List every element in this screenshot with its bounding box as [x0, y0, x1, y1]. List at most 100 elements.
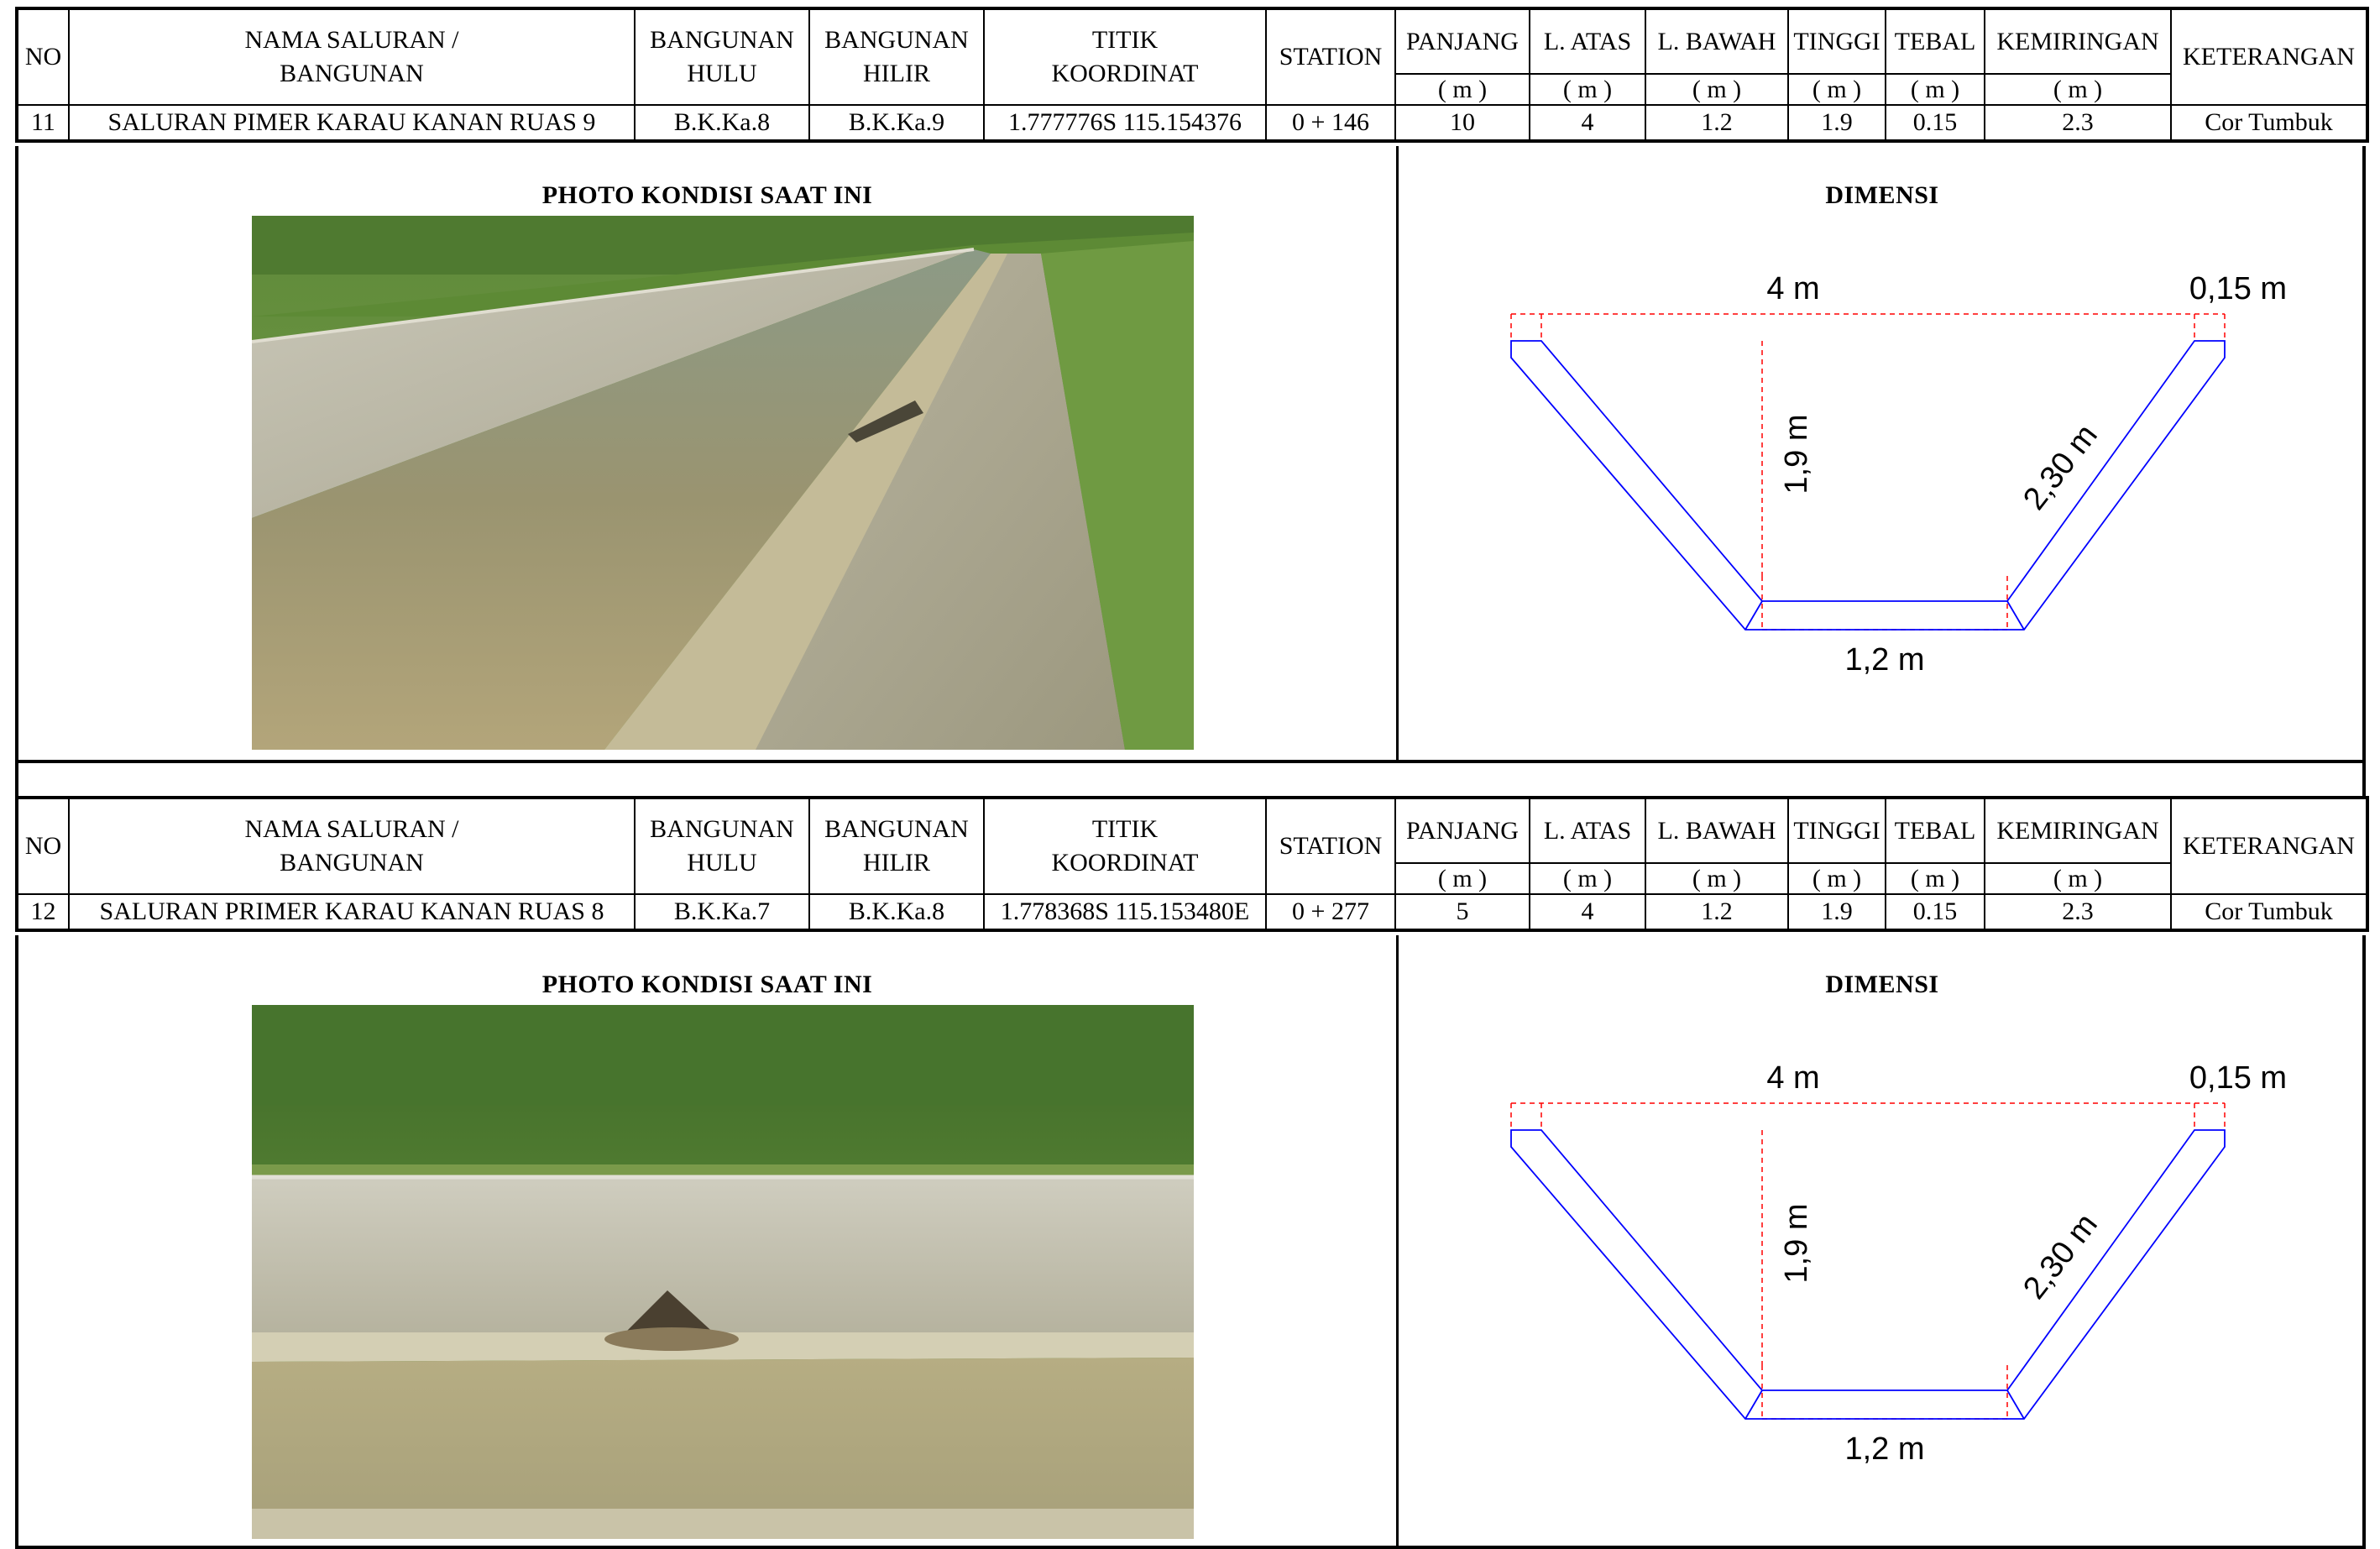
col-hulu-line1: BANGUNAN: [650, 815, 794, 843]
col-titik-line2: KOORDINAT: [1051, 849, 1199, 877]
photo-title: PHOTO KONDISI SAAT INI: [541, 971, 873, 998]
dim-height: 1,9 m: [1779, 1203, 1814, 1283]
table-row: 11 SALURAN PIMER KARAU KANAN RUAS 9 B.K.…: [16, 104, 2368, 142]
entry-header-table: NO NAMA SALURAN / BANGUNAN BANGUNAN HULU B…: [15, 796, 2369, 932]
dim-bottom-width: 1,2 m: [1844, 1431, 1924, 1467]
unit-label: ( m ): [1394, 73, 1530, 106]
col-station-header: STATION: [1265, 797, 1396, 895]
col-hilir-line2: HILIR: [863, 60, 930, 87]
col-titik-line1: TITIK: [1091, 815, 1159, 843]
col-kemiringan-header: KEMIRINGAN: [1984, 7, 2172, 76]
dimension-lines: [1510, 313, 2226, 631]
col-station-header: STATION: [1265, 8, 1396, 106]
cell-tinggi: 1.9: [1787, 893, 1886, 931]
channel-photo: [252, 1005, 1194, 1539]
cell-koordinat: 1.777776S 115.154376: [983, 104, 1267, 142]
cell-no: 11: [16, 104, 70, 142]
col-nama-header: NAMA SALURAN / BANGUNAN: [68, 797, 636, 895]
col-tinggi-header: TINGGI: [1787, 7, 1886, 76]
unit-label: ( m ): [1394, 862, 1530, 895]
column-divider: [1396, 935, 1399, 1546]
unit-label: ( m ): [1885, 862, 1985, 895]
unit-label: ( m ): [1529, 862, 1646, 895]
col-latas-header: L. ATAS: [1529, 796, 1646, 865]
unit-label: ( m ): [1787, 73, 1886, 106]
unit-label: ( m ): [1984, 73, 2172, 106]
cell-keterangan: Cor Tumbuk: [2170, 104, 2368, 142]
col-hilir-header: BANGUNAN HILIR: [808, 8, 985, 106]
col-nama-line1: NAMA SALURAN /: [244, 815, 459, 843]
col-nama-line2: BANGUNAN: [280, 849, 424, 877]
col-titik-line2: KOORDINAT: [1051, 60, 1199, 87]
col-titik-header: TITIK KOORDINAT: [983, 8, 1267, 106]
entry-header-table: NO NAMA SALURAN / BANGUNAN BANGUNAN HULU B…: [15, 7, 2369, 143]
col-hilir-header: BANGUNAN HILIR: [808, 797, 985, 895]
cell-tebal: 0.15: [1885, 893, 1985, 931]
col-tinggi-header: TINGGI: [1787, 796, 1886, 865]
cell-hilir: B.K.Ka.8: [808, 893, 985, 931]
channel-photo-image: [252, 216, 1194, 750]
col-hulu-header: BANGUNAN HULU: [634, 8, 810, 106]
col-keterangan-header: KETERANGAN: [2170, 8, 2368, 106]
col-no-header: NO: [16, 797, 70, 895]
dim-height: 1,9 m: [1779, 414, 1814, 494]
col-hilir-line1: BANGUNAN: [824, 26, 969, 54]
channel-outline: [1510, 340, 2226, 631]
dim-bottom-width: 1,2 m: [1844, 642, 1924, 678]
table-row: 12 SALURAN PRIMER KARAU KANAN RUAS 8 B.K…: [16, 893, 2368, 931]
channel-photo-image: [252, 1005, 1194, 1539]
channel-outline: [1510, 1129, 2226, 1420]
dim-top-width: 4 m: [1766, 1060, 1819, 1096]
dim-thickness: 0,15 m: [2189, 271, 2287, 306]
col-titik-header: TITIK KOORDINAT: [983, 797, 1267, 895]
col-latas-header: L. ATAS: [1529, 7, 1646, 76]
col-lbawah-header: L. BAWAH: [1645, 796, 1789, 865]
channel-cross-section-diagram: 4 m 0,15 m 1,9 m 2,30 m 1,2 m: [1510, 1060, 2287, 1467]
col-nama-line1: NAMA SALURAN /: [244, 26, 459, 54]
col-hulu-line2: HULU: [687, 60, 757, 87]
unit-label: ( m ): [1529, 73, 1646, 106]
col-tebal-header: TEBAL: [1885, 7, 1985, 76]
section-spacer: [15, 763, 2366, 797]
entry-body: PHOTO KONDISI SAAT INI DIMENSI: [15, 146, 2366, 763]
dim-top-width: 4 m: [1766, 271, 1819, 306]
cell-hulu: B.K.Ka.8: [634, 104, 810, 142]
photo-title: PHOTO KONDISI SAAT INI: [541, 181, 873, 209]
dim-slope: 2,30 m: [2016, 418, 2105, 516]
dimension-title: DIMENSI: [1825, 971, 1939, 998]
cell-latas: 4: [1529, 104, 1646, 142]
col-kemiringan-header: KEMIRINGAN: [1984, 796, 2172, 865]
entry-body: PHOTO KONDISI SAAT INI DIMENSI: [15, 935, 2366, 1549]
unit-label: ( m ): [1645, 73, 1789, 106]
column-divider: [1396, 146, 1399, 760]
cell-station: 0 + 277: [1265, 893, 1396, 931]
col-panjang-header: PANJANG: [1394, 796, 1530, 865]
col-no-header: NO: [16, 8, 70, 106]
cell-no: 12: [16, 893, 70, 931]
dimension-lines: [1510, 1102, 2226, 1420]
cell-lbawah: 1.2: [1645, 104, 1789, 142]
cell-koordinat: 1.778368S 115.153480E: [983, 893, 1267, 931]
unit-label: ( m ): [1885, 73, 1985, 106]
cell-tebal: 0.15: [1885, 104, 1985, 142]
cell-nama: SALURAN PIMER KARAU KANAN RUAS 9: [68, 104, 636, 142]
col-nama-line2: BANGUNAN: [280, 60, 424, 87]
cell-latas: 4: [1529, 893, 1646, 931]
dim-slope: 2,30 m: [2016, 1207, 2105, 1306]
cell-lbawah: 1.2: [1645, 893, 1789, 931]
col-panjang-header: PANJANG: [1394, 7, 1530, 76]
col-hulu-line1: BANGUNAN: [650, 26, 794, 54]
cell-tinggi: 1.9: [1787, 104, 1886, 142]
cell-hilir: B.K.Ka.9: [808, 104, 985, 142]
cell-panjang: 10: [1394, 104, 1530, 142]
cell-station: 0 + 146: [1265, 104, 1396, 142]
cell-panjang: 5: [1394, 893, 1530, 931]
col-keterangan-header: KETERANGAN: [2170, 797, 2368, 895]
cell-keterangan: Cor Tumbuk: [2170, 893, 2368, 931]
col-hilir-line2: HILIR: [863, 849, 930, 877]
col-tebal-header: TEBAL: [1885, 796, 1985, 865]
dimension-title: DIMENSI: [1825, 181, 1939, 209]
col-hulu-header: BANGUNAN HULU: [634, 797, 810, 895]
cell-kemiringan: 2.3: [1984, 104, 2172, 142]
